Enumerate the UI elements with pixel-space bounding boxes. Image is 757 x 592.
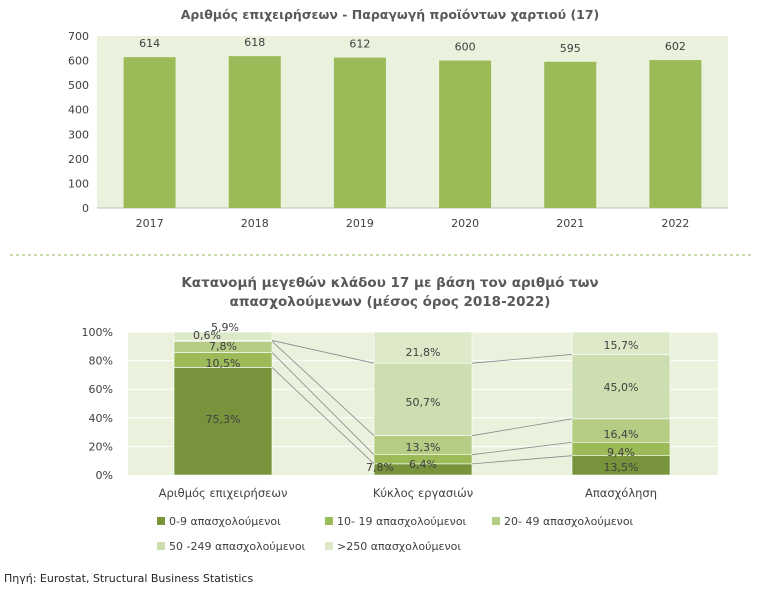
chart1-data-label: 602 (665, 40, 686, 53)
chart2-series-connector (471, 455, 573, 465)
legend-item: 50 -249 απασχολούμενοι (157, 540, 305, 553)
chart2-stack-segment (373, 331, 473, 364)
chart2-data-label: 16,4% (604, 428, 639, 441)
chart1-y-tick-label: 100 (68, 177, 89, 190)
chart2-title: Κατανομή μεγεθών κλάδου 17 με βάση τον α… (60, 274, 720, 312)
legend-swatch (492, 517, 500, 525)
chart1-y-tick-label: 700 (68, 30, 89, 43)
legend-label: 50 -249 απασχολούμενοι (169, 540, 306, 553)
legend-item: 20- 49 απασχολούμενοι (492, 515, 633, 528)
chart2-data-label: 13,3% (406, 441, 441, 454)
chart2-data-label: 50,7% (406, 396, 441, 409)
legend-label: 10- 19 απασχολούμενοι (337, 515, 467, 528)
chart1-bar (544, 61, 597, 208)
legend-label: 0-9 απασχολούμενοι (169, 515, 281, 528)
legend-swatch (157, 517, 165, 525)
legend-label: 20- 49 απασχολούμενοι (504, 515, 634, 528)
chart1-x-tick-label: 2022 (661, 217, 689, 230)
chart1-x-tick-label: 2018 (241, 217, 269, 230)
chart1-data-label: 614 (139, 37, 160, 50)
chart2-series-connector (271, 340, 375, 364)
chart1-y-tick-label: 0 (82, 202, 89, 215)
chart2-stack-segment (173, 331, 273, 341)
legend-swatch (325, 517, 333, 525)
chart2-y-tick-label: 40% (89, 412, 113, 425)
chart2-data-label: 0,6% (193, 329, 221, 342)
chart2-series-connector (471, 418, 573, 437)
chart2-title-line-2: απασχολούμενων (μέσος όρος 2018-2022) (229, 294, 551, 310)
chart1-bar (333, 57, 386, 208)
legend-item: 0-9 απασχολούμενοι (157, 515, 281, 528)
chart2-stack-segment (571, 331, 671, 355)
chart1-bar (439, 60, 492, 209)
chart1-x-tick-label: 2021 (556, 217, 584, 230)
chart2-y-tick-label: 80% (89, 355, 113, 368)
legend-item: 10- 19 απασχολούμενοι (325, 515, 466, 528)
chart2-data-label: 75,3% (206, 413, 241, 426)
chart2-series-connector (471, 441, 573, 456)
chart2-data-label: 10,5% (206, 357, 241, 370)
chart2-series-connector (471, 354, 573, 364)
chart2-data-label: 7,8% (366, 461, 394, 474)
chart1-y-tick-label: 400 (68, 104, 89, 117)
chart2-series-connector (271, 352, 375, 455)
chart2-stack-segment (373, 362, 473, 436)
chart1-y-tick-label: 600 (68, 55, 89, 68)
chart1-svg: 0 100 200 300 400 500 600 700 614 2017 618 2018 612 2… (68, 30, 728, 230)
legend-item: >250 απασχολούμενοι (325, 540, 461, 553)
chart2-series-connector (271, 340, 375, 436)
chart2-series-connector (271, 367, 375, 465)
chart2-x-tick-label: Κύκλος εργασιών (373, 486, 473, 500)
chart1-data-label: 612 (349, 38, 370, 51)
chart2-data-label: 5,9% (211, 321, 239, 334)
chart2-stack-segment (571, 354, 671, 420)
chart1-y-tick-label: 500 (68, 79, 89, 92)
chart2-y-tick-label: 20% (89, 440, 113, 453)
chart2-title-line-1: Κατανομή μεγεθών κλάδου 17 με βάση τον α… (181, 275, 599, 291)
chart1-y-tick-label: 300 (68, 128, 89, 141)
chart1-x-tick-label: 2020 (451, 217, 479, 230)
source-note: Πηγή: Eurostat, Structural Business Stat… (4, 572, 254, 585)
chart1-bar (228, 56, 281, 208)
chart1-plot-area (97, 36, 728, 208)
legend-swatch (325, 542, 333, 550)
chart2-x-tick-label: Αριθμός επιχειρήσεων (159, 486, 288, 500)
chart2-y-tick-label: 100% (82, 326, 113, 339)
chart2-data-label: 7,8% (209, 340, 237, 353)
chart2-y-tick-label: 0% (96, 469, 113, 482)
chart2-data-label: 21,8% (406, 346, 441, 359)
chart2-data-label: 9,4% (607, 446, 635, 459)
chart1-x-tick-label: 2017 (136, 217, 164, 230)
chart2-y-tick-label: 60% (89, 383, 113, 396)
chart1-title: Αριθμός επιχειρήσεων - Παραγωγή προϊόντω… (180, 7, 600, 22)
chart2-data-label: 13,5% (604, 461, 639, 474)
legend-label: >250 απασχολούμενοι (337, 540, 462, 553)
chart1-data-label: 595 (560, 42, 581, 55)
chart1-y-tick-label: 200 (68, 153, 89, 166)
chart2-stack-segment (173, 367, 273, 476)
chart2-data-label: 15,7% (604, 339, 639, 352)
chart1-data-label: 618 (244, 36, 265, 49)
chart1-x-tick-label: 2019 (346, 217, 374, 230)
chart2-data-label: 6,4% (409, 458, 437, 471)
chart1-bar (123, 57, 176, 209)
chart2-x-tick-label: Απασχόληση (585, 486, 657, 500)
chart2-data-label: 45,0% (604, 381, 639, 394)
legend-swatch (157, 542, 165, 550)
chart1-data-label: 600 (455, 41, 476, 54)
chart1-bar (649, 60, 702, 208)
